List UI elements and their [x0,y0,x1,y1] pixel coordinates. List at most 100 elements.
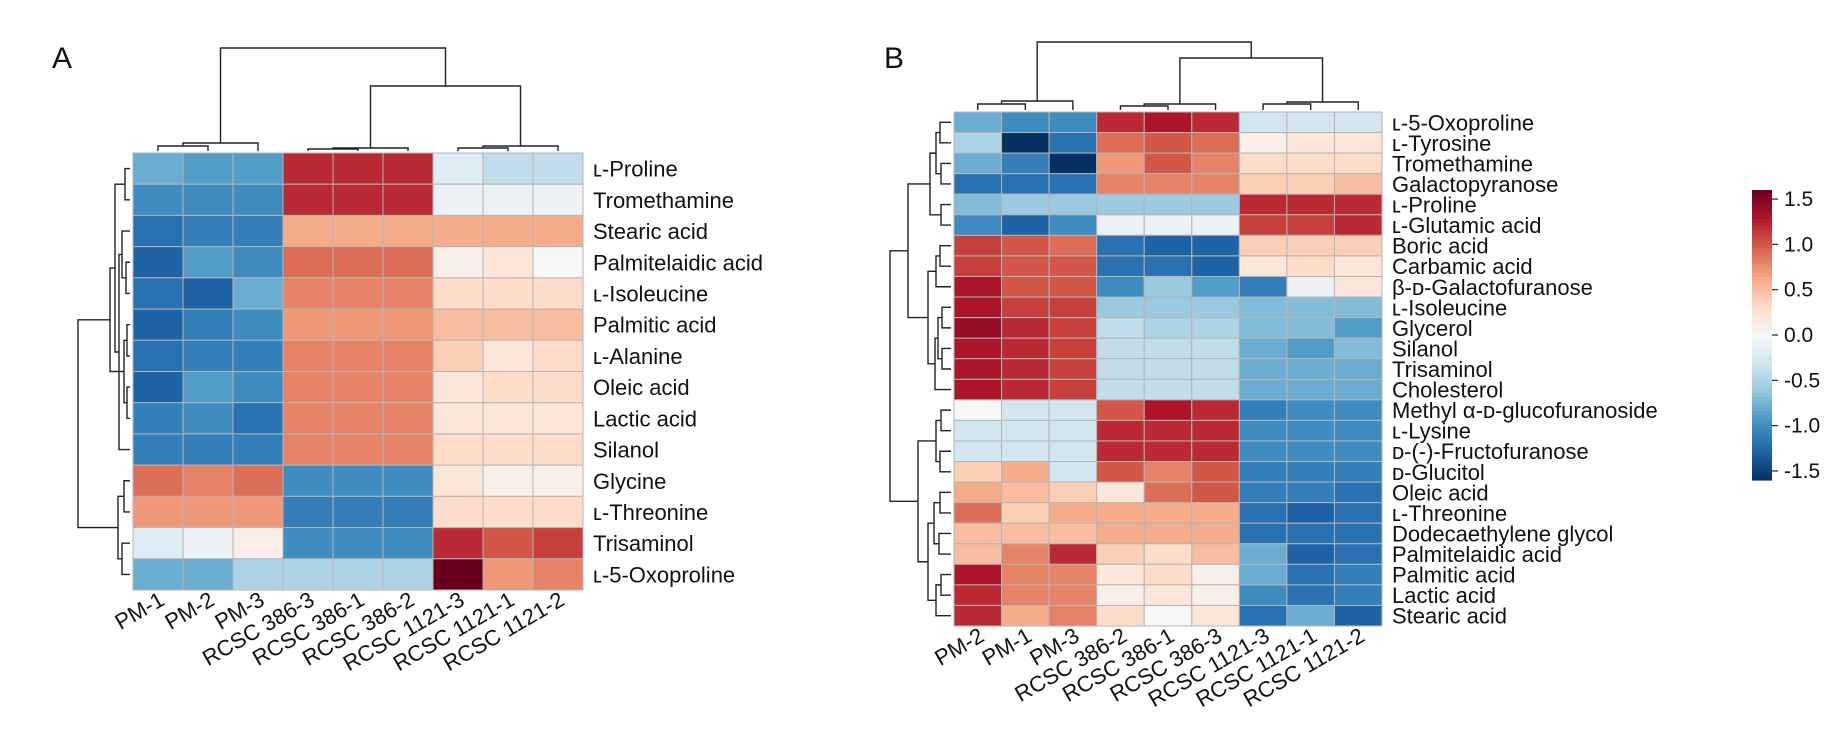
heatmap-cell [1001,337,1050,360]
heatmap-cell [282,183,334,216]
heatmap-cell [1191,275,1240,298]
colorbar-segment [1752,371,1772,376]
colorbar-segment [1752,414,1772,419]
heatmap-cell [953,317,1003,339]
row-label: Stearic acid [593,219,708,244]
heatmap-cell [1096,296,1145,319]
heatmap-cell [1001,358,1050,380]
colorbar-segment [1752,374,1772,380]
heatmap-cell [1238,234,1288,257]
row-label: ʟ-Threonine [1392,501,1507,526]
heatmap-cell [232,277,284,310]
colorbar-segment [1752,284,1772,289]
heatmap-cell [1333,111,1383,134]
dendro-link [125,261,130,295]
colorbar-tick-label: 1.5 [1784,188,1813,211]
heatmap-cell [1191,132,1240,154]
heatmap-cell [1286,440,1335,463]
heatmap-cell [1191,193,1240,216]
colorbar-segment [1752,396,1772,401]
heatmap-cell [132,308,184,341]
colorbar-segment [1752,193,1772,198]
heatmap-cell [532,246,584,279]
heatmap-cell [1333,563,1383,586]
heatmap-cell [1333,193,1383,216]
heatmap-cell [1096,419,1145,442]
row-label: ʟ-Lysine [1392,419,1471,444]
heatmap-cell [282,339,334,372]
heatmap-cell [182,246,234,279]
colorbar-segment [1752,222,1772,227]
column-label: PM-2 [160,587,218,635]
colorbar-segment [1752,425,1772,430]
heatmap-cell [1286,502,1335,524]
heatmap-cell [482,527,534,560]
heatmap-cell [1286,337,1335,360]
heatmap-cell [432,433,484,466]
colorbar-segment [1752,451,1772,456]
colorbar-segment [1752,429,1772,434]
heatmap-cell [332,371,384,404]
colorbar-segment [1752,360,1772,365]
row-label: Oleic acid [1392,480,1489,505]
row-label: Palmitelaidic acid [593,250,763,275]
heatmap-cell [1238,275,1288,298]
colorbar: 1.5 1.0 0.5 0.0 -0.5 -1.0 -1.5 [1752,188,1820,483]
heatmap-cell [182,371,234,404]
row-label: ʟ-Proline [1392,193,1477,218]
row-label: Dodecaethylene glycol [1392,521,1613,546]
heatmap-cell [1143,522,1193,545]
heatmap-cell [1096,358,1145,380]
heatmap-cell [232,183,284,216]
heatmap-cell [1286,604,1335,627]
heatmap-cell [1048,337,1098,360]
colorbar-segment [1752,400,1772,405]
heatmap-cell [953,399,1003,421]
heatmap-cell [382,371,434,404]
heatmap-cell [1191,378,1240,401]
heatmap-cell [1096,337,1145,360]
colorbar-segment [1752,458,1772,463]
heatmap-cell [1333,378,1383,401]
row-label: Glycerol [1392,316,1473,341]
row-label: Boric acid [1392,234,1489,259]
heatmap-cell [432,558,484,591]
dendro-link [117,495,124,560]
heatmap-cell [1238,584,1288,606]
heatmap-cell [1286,296,1335,319]
dendro-link [941,306,951,329]
heatmap-cell [1001,604,1050,627]
column-label: PM-2 [930,623,988,671]
heatmap-cell [1286,234,1335,257]
colorbar-segment [1752,237,1772,242]
heatmap-cell [1143,173,1193,195]
heatmap-cell [332,183,384,216]
row-label: ʟ-Alanine [593,344,683,369]
colorbar-segment [1752,382,1772,387]
heatmap-cell [1333,522,1383,545]
dendro-link [126,323,130,357]
row-label: ʟ-Proline [593,157,678,182]
heatmap-cell [1096,234,1145,257]
heatmap-cell [382,183,434,216]
row-label: Palmitic acid [1392,563,1515,588]
row-label: Oleic acid [593,375,690,400]
heatmap-cell [232,308,284,341]
heatmap-cell [953,543,1003,565]
heatmap-cell [1048,419,1098,442]
heatmap-cell [1238,502,1288,524]
colorbar-segment [1752,418,1772,423]
heatmap-cell [1191,440,1240,463]
heatmap-cell [182,183,234,216]
heatmap-cell [132,339,184,372]
row-label: Tromethamine [1392,151,1533,176]
heatmap-cell [382,495,434,529]
heatmap-cell [1048,234,1098,257]
heatmap-cell [382,214,434,248]
colorbar-segment [1752,349,1772,354]
heatmap-cell [1143,234,1193,257]
row-label: Glycine [593,469,666,494]
heatmap-cell [432,495,484,529]
heatmap-cell [382,277,434,310]
heatmap-cell [132,527,184,560]
